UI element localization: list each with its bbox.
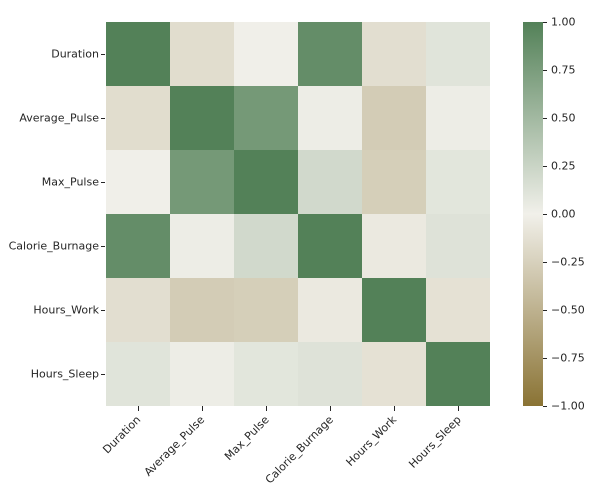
colorbar-tick-label: −0.50 <box>551 303 585 317</box>
heatmap-cell-average-pulse-hours-work <box>362 86 426 150</box>
heatmap-cell-duration-calorie-burnage <box>298 22 362 86</box>
y-tick <box>101 246 105 247</box>
colorbar-tick <box>543 118 547 119</box>
row-label-max-pulse: Max_Pulse <box>41 175 99 189</box>
colorbar-tick-label: −0.75 <box>551 351 585 365</box>
heatmap-cell-calorie-burnage-hours-work <box>362 214 426 278</box>
x-tick <box>458 406 459 411</box>
heatmap-cell-hours-work-max-pulse <box>234 278 298 342</box>
heatmap-cell-average-pulse-hours-sleep <box>426 86 490 150</box>
heatmap-cell-duration-hours-work <box>362 22 426 86</box>
row-label-duration: Duration <box>51 47 99 61</box>
heatmap-cell-calorie-burnage-max-pulse <box>234 214 298 278</box>
row-label-average-pulse: Average_Pulse <box>19 111 99 125</box>
x-tick <box>394 406 395 411</box>
heatmap-cell-hours-work-hours-work <box>362 278 426 342</box>
colorbar-tick-label: 0.00 <box>551 207 576 221</box>
col-label-duration: Duration <box>100 413 144 457</box>
x-tick <box>138 406 139 411</box>
heatmap-cell-hours-sleep-hours-sleep <box>426 342 490 406</box>
heatmap-cell-hours-work-average-pulse <box>170 278 234 342</box>
colorbar-tick-label: −1.00 <box>551 399 585 413</box>
row-label-hours-sleep: Hours_Sleep <box>30 367 99 381</box>
col-label-max-pulse: Max_Pulse <box>221 413 272 463</box>
heatmap-cell-max-pulse-hours-work <box>362 150 426 214</box>
heatmap-cell-duration-average-pulse <box>170 22 234 86</box>
colorbar-tick-label: 0.25 <box>551 159 576 173</box>
colorbar-tick-label: −0.25 <box>551 255 585 269</box>
heatmap-cell-max-pulse-calorie-burnage <box>298 150 362 214</box>
heatmap-cell-max-pulse-max-pulse <box>234 150 298 214</box>
x-tick <box>330 406 331 411</box>
col-label-average-pulse: Average_Pulse <box>141 413 208 479</box>
colorbar-tick <box>543 70 547 71</box>
y-tick <box>101 118 105 119</box>
colorbar-tick <box>543 358 547 359</box>
heatmap-cell-hours-work-hours-sleep <box>426 278 490 342</box>
heatmap-cell-max-pulse-average-pulse <box>170 150 234 214</box>
colorbar-tick-label: 0.50 <box>551 111 576 125</box>
y-tick <box>101 374 105 375</box>
col-label-calorie-burnage: Calorie_Burnage <box>262 413 336 487</box>
heatmap-cell-duration-duration <box>106 22 170 86</box>
y-tick <box>101 182 105 183</box>
heatmap-cell-calorie-burnage-duration <box>106 214 170 278</box>
col-label-hours-sleep: Hours_Sleep <box>405 413 464 471</box>
heatmap-cell-hours-sleep-duration <box>106 342 170 406</box>
colorbar-tick <box>543 22 547 23</box>
heatmap-cell-duration-max-pulse <box>234 22 298 86</box>
heatmap-cell-hours-sleep-average-pulse <box>170 342 234 406</box>
heatmap-cell-max-pulse-duration <box>106 150 170 214</box>
heatmap-cell-average-pulse-max-pulse <box>234 86 298 150</box>
colorbar-tick <box>543 214 547 215</box>
row-label-hours-work: Hours_Work <box>33 303 99 317</box>
colorbar-tick <box>543 406 547 407</box>
y-tick <box>101 310 105 311</box>
x-tick <box>202 406 203 411</box>
colorbar-tick <box>543 166 547 167</box>
heatmap-cell-calorie-burnage-hours-sleep <box>426 214 490 278</box>
heatmap-cell-hours-work-calorie-burnage <box>298 278 362 342</box>
col-label-hours-work: Hours_Work <box>343 413 400 469</box>
heatmap-cell-calorie-burnage-average-pulse <box>170 214 234 278</box>
row-label-calorie-burnage: Calorie_Burnage <box>8 239 99 253</box>
heatmap-cell-hours-sleep-calorie-burnage <box>298 342 362 406</box>
heatmap-cell-hours-sleep-max-pulse <box>234 342 298 406</box>
y-tick <box>101 54 105 55</box>
heatmap-cell-hours-work-duration <box>106 278 170 342</box>
heatmap-cell-duration-hours-sleep <box>426 22 490 86</box>
colorbar-tick-label: 1.00 <box>551 15 576 29</box>
colorbar-tick <box>543 262 547 263</box>
heatmap-cell-average-pulse-calorie-burnage <box>298 86 362 150</box>
heatmap-cell-average-pulse-average-pulse <box>170 86 234 150</box>
colorbar-tick <box>543 310 547 311</box>
x-tick <box>266 406 267 411</box>
colorbar-tick-label: 0.75 <box>551 63 576 77</box>
colorbar-gradient <box>523 22 543 406</box>
heatmap-cell-max-pulse-hours-sleep <box>426 150 490 214</box>
heatmap-cell-hours-sleep-hours-work <box>362 342 426 406</box>
heatmap-cell-calorie-burnage-calorie-burnage <box>298 214 362 278</box>
heatmap-cell-average-pulse-duration <box>106 86 170 150</box>
